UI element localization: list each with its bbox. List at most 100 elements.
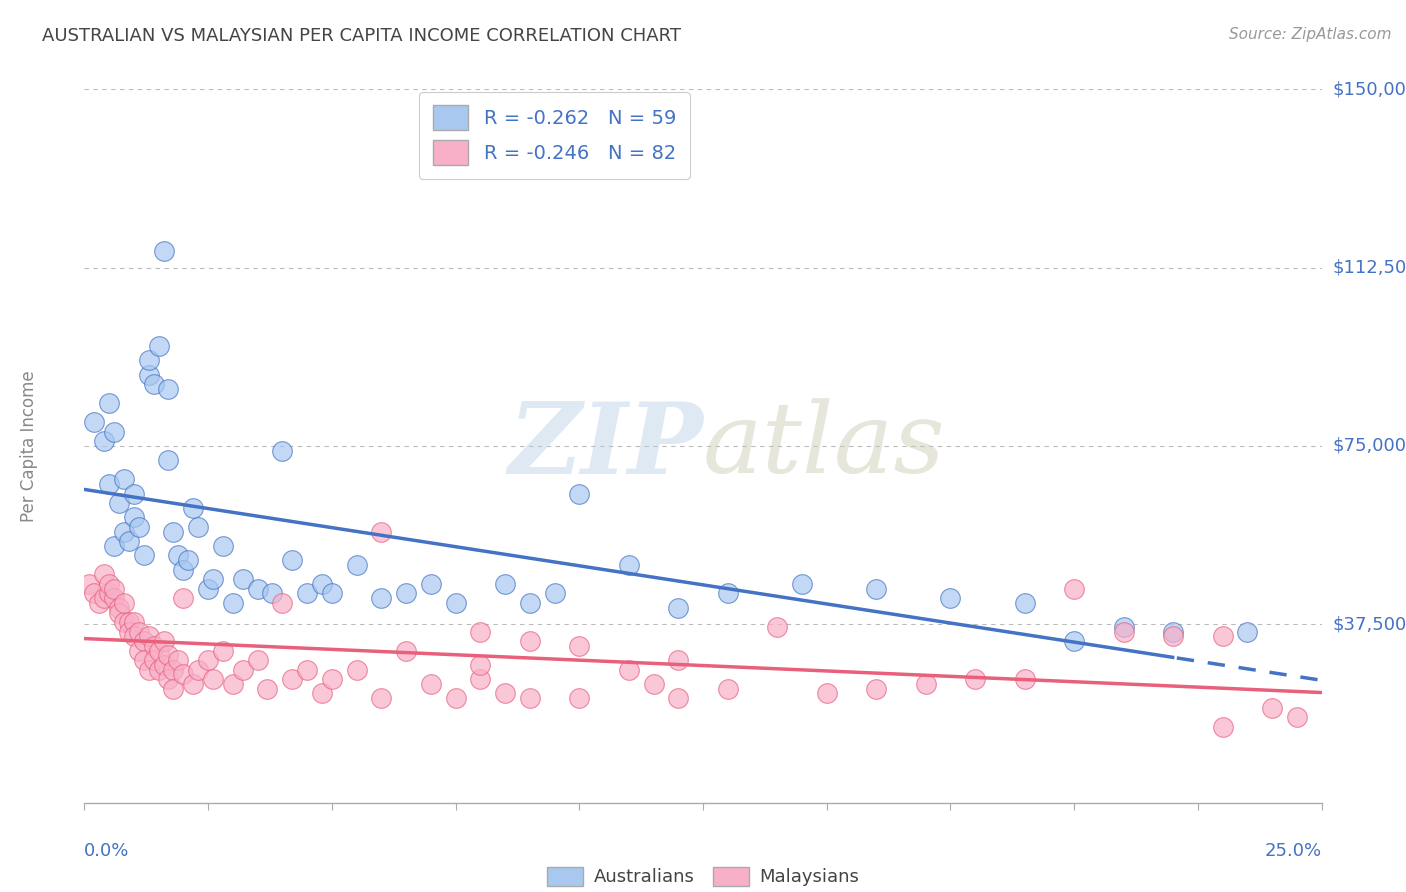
Point: [118, 624, 141, 639]
Point: [617, 663, 640, 677]
Point: [112, 596, 135, 610]
Point: [162, 663, 184, 677]
Point: [138, 663, 160, 677]
Point: [666, 653, 689, 667]
Point: [1014, 596, 1036, 610]
Point: [444, 596, 467, 610]
Point: [865, 582, 887, 596]
Point: [108, 496, 131, 510]
Point: [103, 591, 125, 606]
Point: [103, 425, 125, 439]
Point: [1112, 624, 1135, 639]
Point: [1261, 700, 1284, 714]
Point: [617, 558, 640, 572]
Point: [232, 663, 254, 677]
Point: [132, 634, 155, 648]
Point: [281, 553, 304, 567]
Point: [543, 586, 565, 600]
Point: [395, 586, 418, 600]
Point: [370, 524, 392, 539]
Point: [93, 434, 115, 449]
Point: [311, 686, 333, 700]
Point: [519, 691, 541, 706]
Point: [122, 510, 145, 524]
Point: [148, 339, 170, 353]
Point: [197, 582, 219, 596]
Point: [865, 681, 887, 696]
Point: [717, 586, 740, 600]
Point: [370, 691, 392, 706]
Legend: Australians, Malaysians: Australians, Malaysians: [540, 860, 866, 892]
Text: Source: ZipAtlas.com: Source: ZipAtlas.com: [1229, 27, 1392, 42]
Point: [172, 667, 194, 681]
Point: [108, 606, 131, 620]
Point: [177, 553, 200, 567]
Point: [271, 443, 294, 458]
Point: [118, 615, 141, 629]
Point: [112, 615, 135, 629]
Point: [519, 634, 541, 648]
Point: [103, 582, 125, 596]
Point: [83, 415, 105, 429]
Point: [419, 677, 441, 691]
Point: [148, 663, 170, 677]
Point: [568, 691, 591, 706]
Point: [118, 534, 141, 549]
Point: [321, 672, 343, 686]
Point: [568, 486, 591, 500]
Point: [89, 596, 111, 610]
Point: [202, 572, 225, 586]
Point: [470, 657, 492, 672]
Point: [152, 657, 174, 672]
Point: [128, 520, 150, 534]
Point: [167, 653, 190, 667]
Point: [295, 663, 318, 677]
Point: [157, 648, 180, 663]
Point: [142, 639, 165, 653]
Point: [157, 382, 180, 396]
Point: [122, 629, 145, 643]
Point: [311, 577, 333, 591]
Point: [103, 539, 125, 553]
Point: [93, 591, 115, 606]
Point: [246, 582, 269, 596]
Point: [142, 653, 165, 667]
Point: [108, 600, 131, 615]
Point: [1212, 629, 1234, 643]
Point: [494, 577, 516, 591]
Point: [202, 672, 225, 686]
Point: [494, 686, 516, 700]
Point: [519, 596, 541, 610]
Point: [172, 563, 194, 577]
Point: [419, 577, 441, 591]
Point: [1063, 582, 1085, 596]
Point: [1063, 634, 1085, 648]
Point: [212, 539, 235, 553]
Point: [122, 615, 145, 629]
Point: [187, 520, 209, 534]
Point: [98, 477, 121, 491]
Point: [167, 549, 190, 563]
Point: [965, 672, 987, 686]
Point: [271, 596, 294, 610]
Point: [83, 586, 105, 600]
Point: [181, 500, 204, 515]
Point: [172, 591, 194, 606]
Point: [162, 681, 184, 696]
Point: [122, 486, 145, 500]
Point: [148, 643, 170, 657]
Point: [815, 686, 838, 700]
Point: [281, 672, 304, 686]
Point: [346, 663, 368, 677]
Text: 0.0%: 0.0%: [84, 842, 129, 860]
Point: [295, 586, 318, 600]
Point: [568, 639, 591, 653]
Point: [222, 596, 245, 610]
Point: [98, 586, 121, 600]
Point: [132, 653, 155, 667]
Point: [197, 653, 219, 667]
Point: [444, 691, 467, 706]
Text: ZIP: ZIP: [508, 398, 703, 494]
Point: [128, 643, 150, 657]
Point: [157, 672, 180, 686]
